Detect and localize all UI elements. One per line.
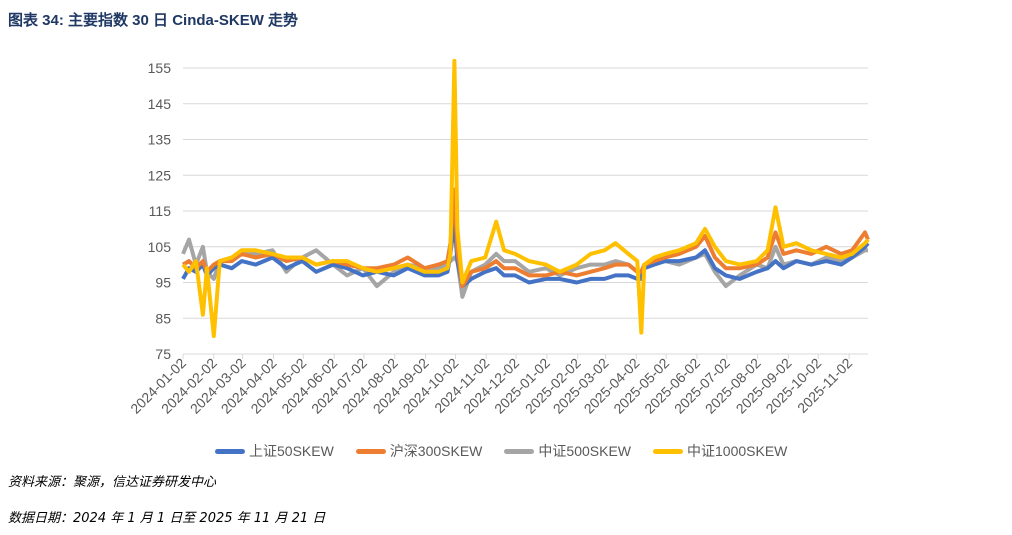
legend-label: 中证500SKEW [538,443,631,459]
y-tick-label: 155 [148,60,172,76]
legend-item: 沪深300SKEW [355,441,483,461]
y-tick-label: 85 [155,310,171,326]
y-tick-label: 105 [148,239,172,255]
legend-item: 中证500SKEW [504,441,631,461]
source-note: 资料来源：聚源，信达证券研发中心 [8,475,217,490]
legend: 上证50SKEW 沪深300SKEW 中证500SKEW 中证1000SKEW [215,441,809,461]
series-line-3 [181,58,870,339]
date-range-note: 数据日期：2024 年 1 月 1 日至 2025 年 11 月 21 日 [8,511,326,526]
legend-swatch [355,448,386,454]
chart-title: 图表 34: 主要指数 30 日 Cinda-SKEW 走势 [8,12,299,29]
series-line-0 [181,219,870,289]
legend-swatch [504,448,535,454]
legend-item: 上证50SKEW [215,441,334,461]
y-tick-label: 75 [155,346,171,362]
legend-swatch [653,448,683,454]
legend-swatch [215,448,245,454]
legend-label: 沪深300SKEW [389,443,483,459]
legend-item: 中证1000SKEW [653,441,787,461]
legend-label: 中证1000SKEW [687,443,788,459]
y-tick-label: 115 [149,203,172,219]
y-tick-label: 145 [148,96,172,112]
y-tick-label: 125 [148,167,172,183]
y-tick-label: 135 [148,132,172,148]
line-chart: 7585951051151251351451552024-01-022024-0… [127,58,870,417]
legend-label: 上证50SKEW [249,443,334,459]
y-tick-label: 95 [155,275,171,291]
